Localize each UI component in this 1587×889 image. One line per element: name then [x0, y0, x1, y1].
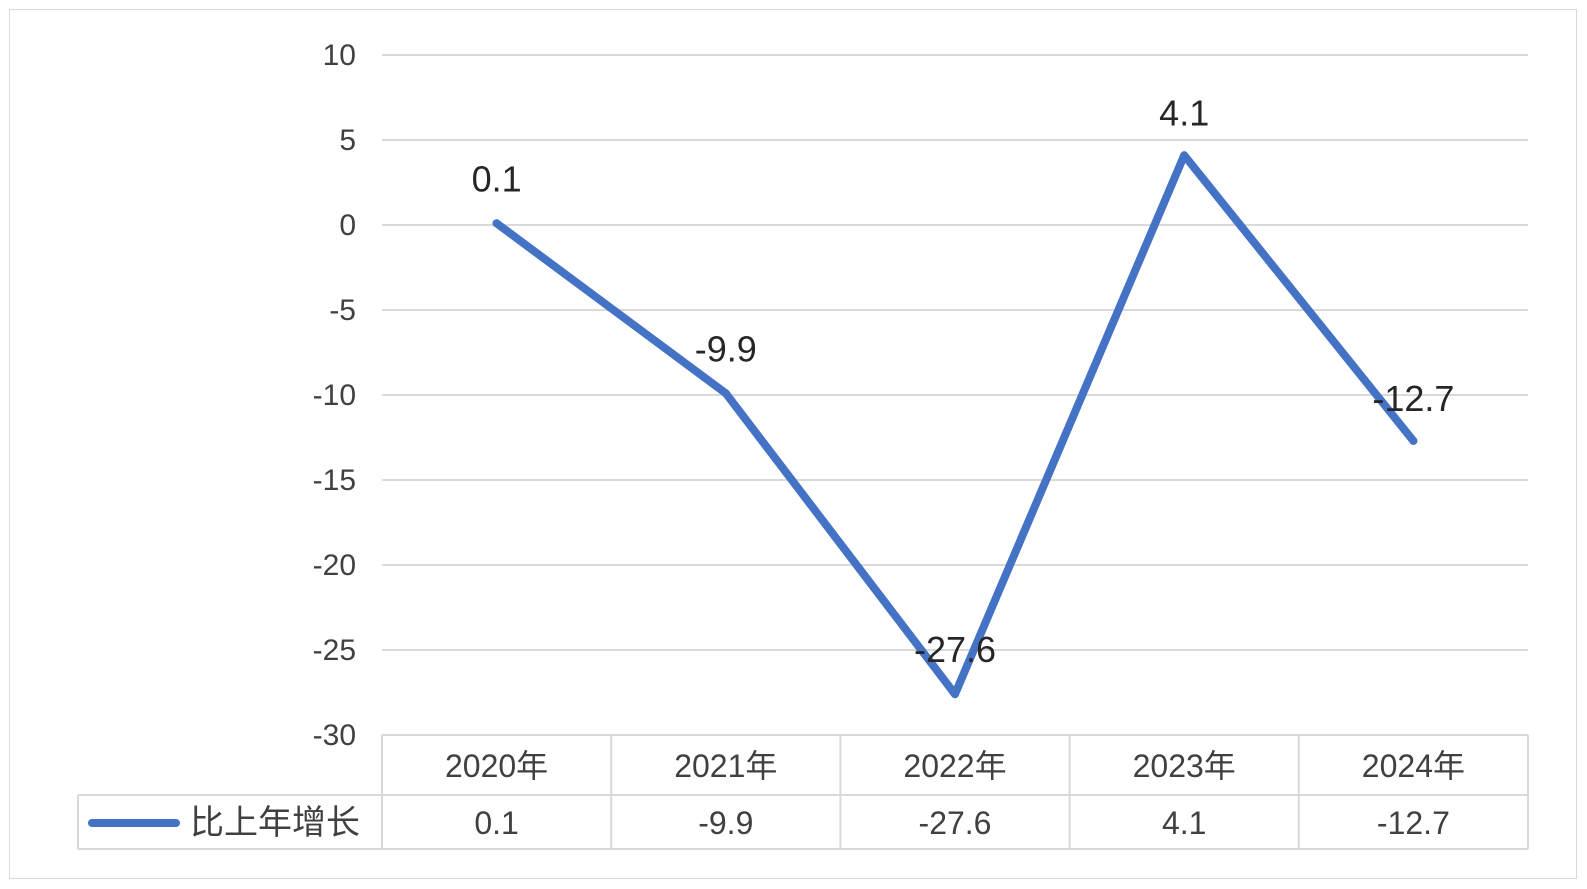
data-point: [1409, 436, 1418, 445]
x-category-label: 2020年: [445, 748, 548, 784]
y-tick-label: 5: [339, 124, 356, 157]
y-tick-label: 0: [339, 209, 356, 242]
data-table: 2020年 0.1 2021年 -9.9 2022年 -27.6 2023年 4.1 2024年…: [77, 734, 1529, 850]
data-label: -12.7: [1372, 378, 1454, 419]
x-category-label: 2023年: [1133, 748, 1236, 784]
y-tick-label: -10: [313, 379, 356, 412]
y-tick-label: -25: [313, 634, 356, 667]
y-tick-label: -5: [329, 294, 356, 327]
y-tick-label: -30: [313, 719, 356, 752]
data-point: [1180, 151, 1189, 160]
y-tick-label: -20: [313, 549, 356, 582]
data-label: 4.1: [1159, 92, 1209, 133]
data-point: [492, 219, 501, 228]
series-layer: [492, 151, 1418, 699]
table-value: -12.7: [1377, 805, 1450, 841]
x-category-label: 2024年: [1362, 748, 1465, 784]
gridlines: [382, 54, 1528, 651]
table-value: 0.1: [474, 805, 518, 841]
data-point: [721, 389, 730, 398]
data-label: -27.6: [914, 629, 996, 670]
table-value: -9.9: [698, 805, 753, 841]
y-tick-label: -15: [313, 464, 356, 497]
series-line: [492, 151, 1418, 699]
x-category-label: 2021年: [674, 748, 777, 784]
y-axis-ticks: 10 5 0 -5 -10 -15 -20 -25 -30: [313, 39, 356, 752]
legend-label: 比上年增长: [190, 804, 360, 842]
table-value: -27.6: [919, 805, 992, 841]
x-category-label: 2022年: [903, 748, 1006, 784]
table-value: 4.1: [1162, 805, 1206, 841]
data-point: [951, 690, 959, 699]
data-labels: 0.1 -9.9 -27.6 4.1 -12.7: [472, 92, 1455, 670]
y-tick-label: 10: [323, 39, 356, 72]
data-label: -9.9: [695, 328, 757, 369]
data-label: 0.1: [472, 158, 522, 199]
